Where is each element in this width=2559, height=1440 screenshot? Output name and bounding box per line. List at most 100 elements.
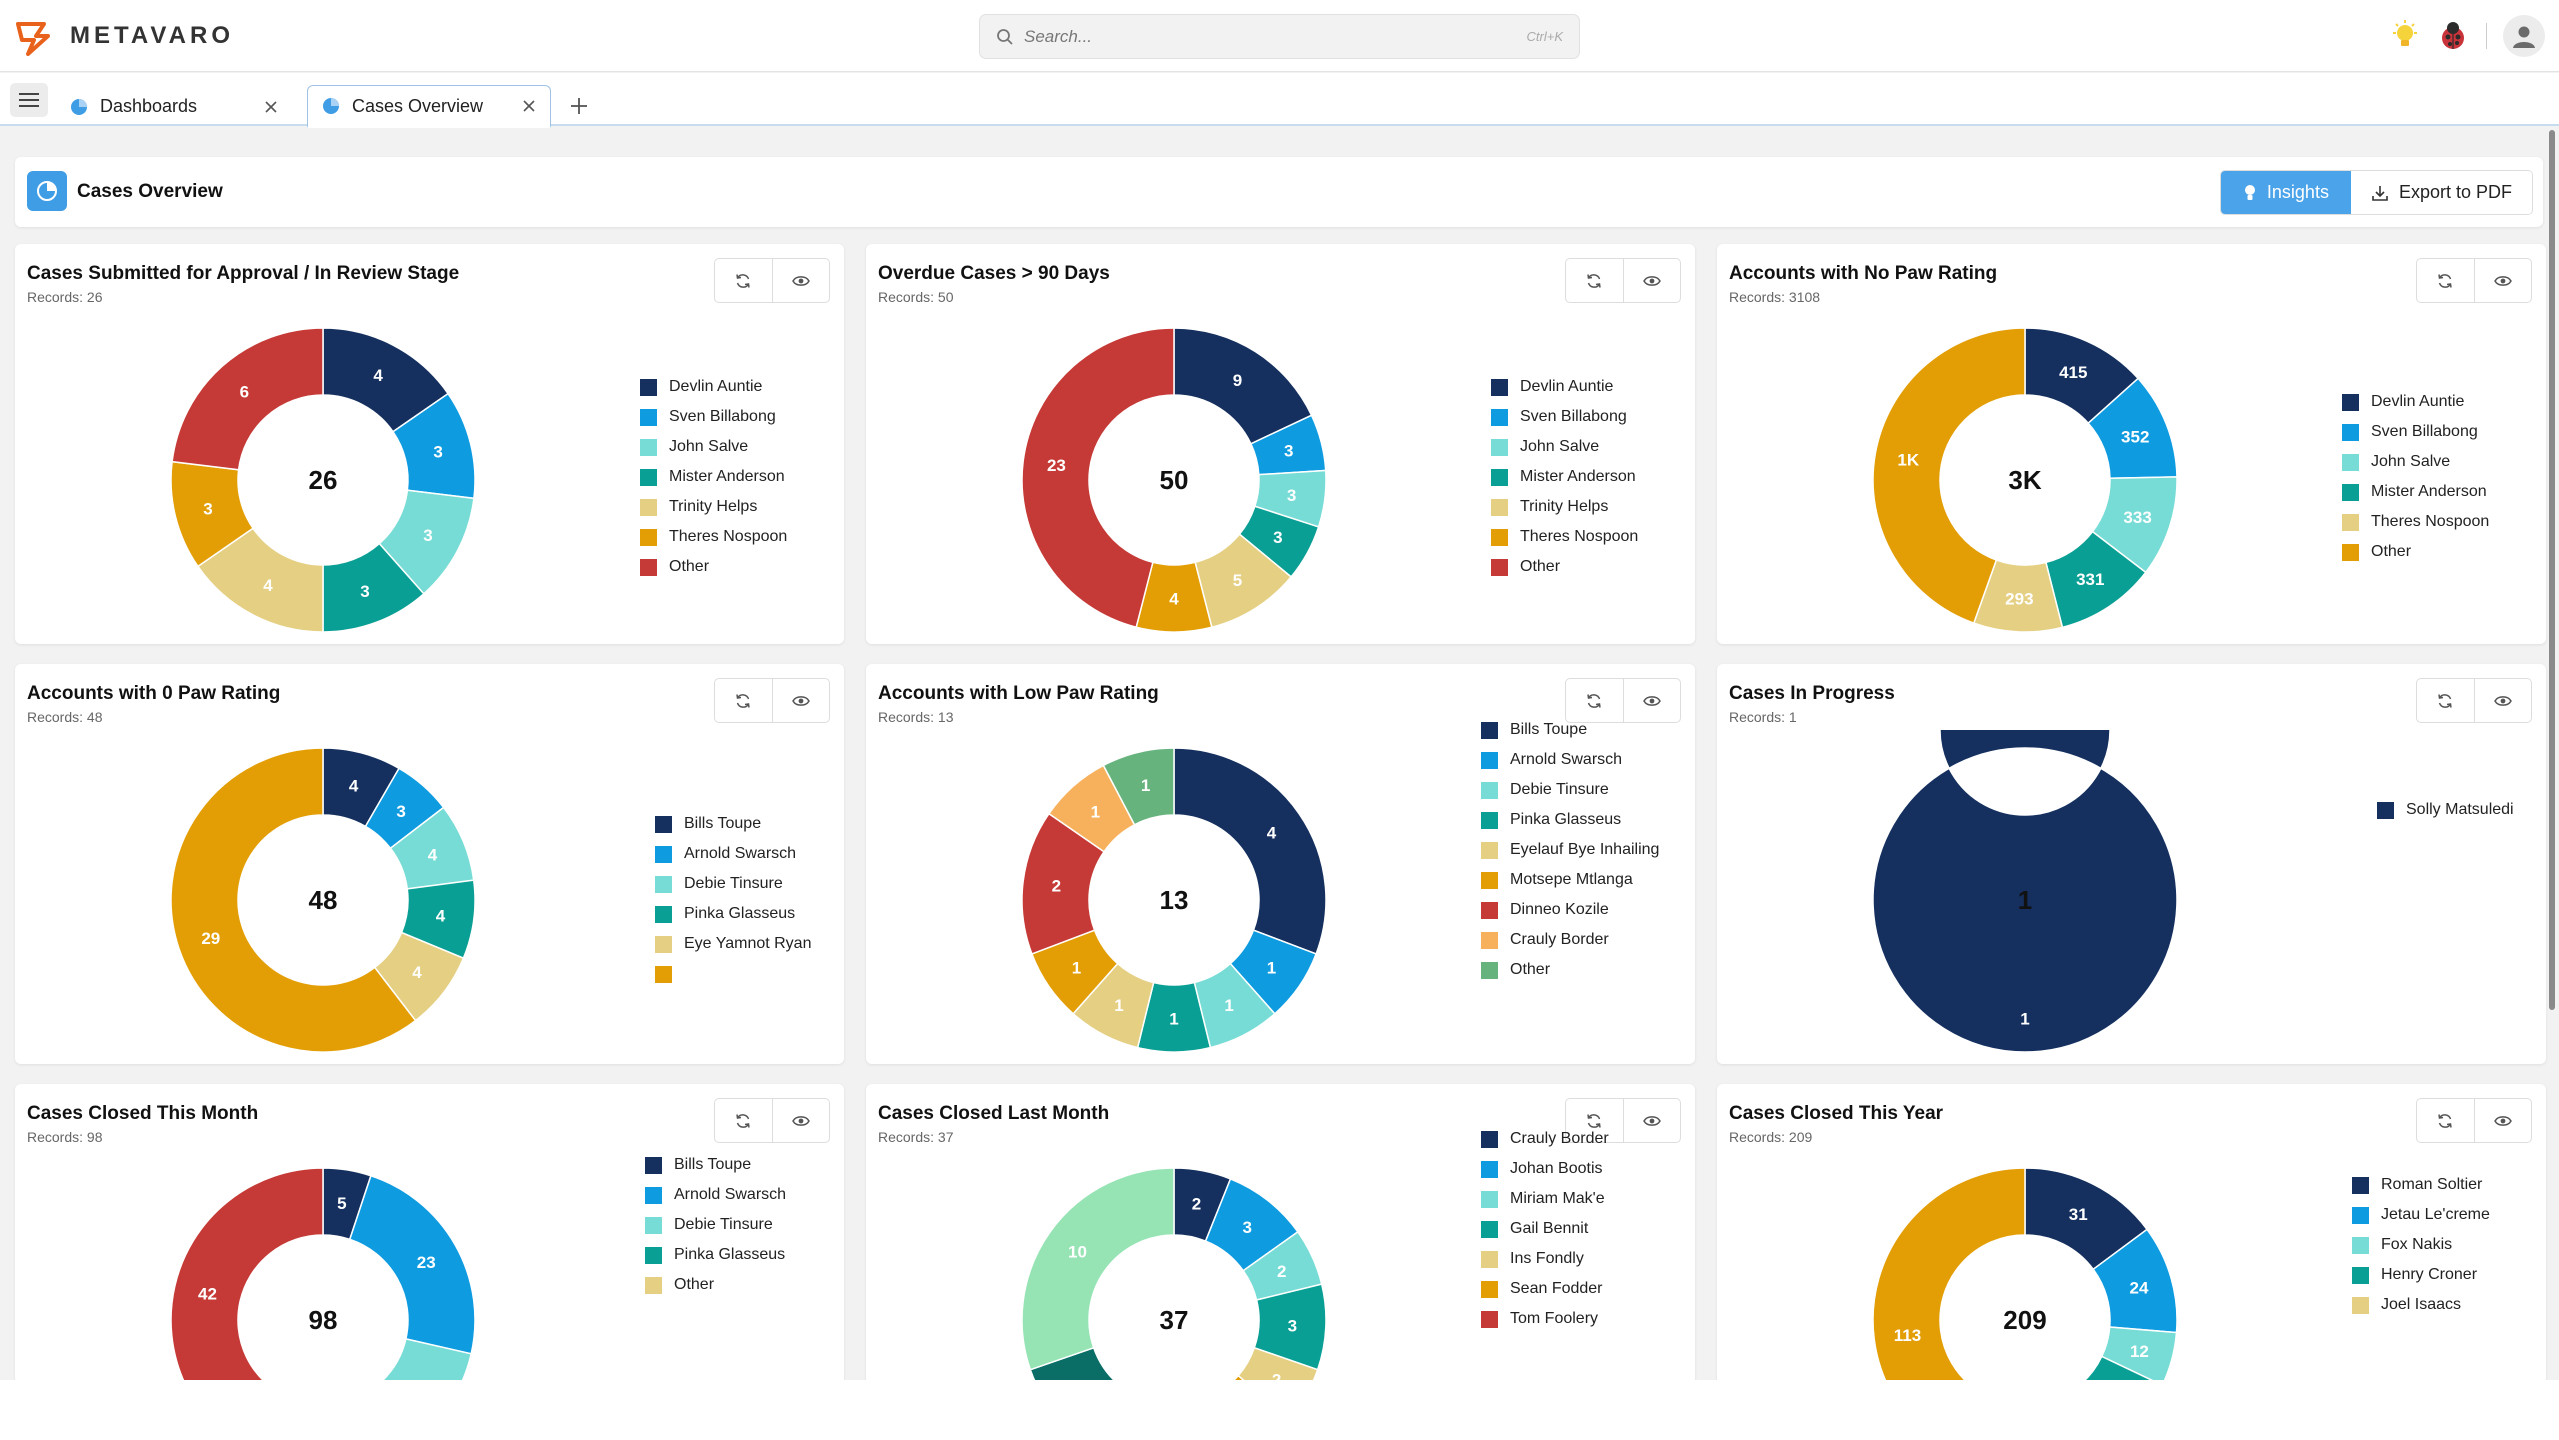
legend-item[interactable]: Arnold Swarsch [645, 1180, 786, 1210]
legend-item[interactable]: Trinity Helps [640, 492, 787, 522]
bug-icon[interactable] [2436, 20, 2470, 52]
donut-slice[interactable] [170, 1167, 324, 1384]
logo[interactable]: METAVARO [14, 14, 234, 58]
legend-item[interactable]: Eyelauf Bye Inhailing [1481, 835, 1659, 865]
legend-item[interactable]: Joel Isaacs [2352, 1290, 2490, 1320]
legend-item[interactable]: Crauly Border [1481, 925, 1659, 955]
donut-slice[interactable] [2078, 1355, 2162, 1384]
legend-item[interactable]: Tom Foolery [1481, 1304, 1609, 1334]
donut-slice[interactable] [1021, 327, 1175, 629]
refresh-button[interactable] [715, 679, 772, 722]
view-button[interactable] [771, 259, 830, 302]
legend-item[interactable]: Other [640, 552, 787, 582]
legend-item[interactable]: Trinity Helps [1491, 492, 1638, 522]
donut-slice[interactable] [348, 1174, 476, 1355]
donut-slice[interactable] [1872, 327, 2026, 625]
legend-item[interactable]: Fox Nakis [2352, 1230, 2490, 1260]
lightbulb-icon[interactable] [2390, 20, 2420, 52]
legend-item[interactable]: Mister Anderson [640, 462, 787, 492]
search-input[interactable] [1024, 26, 1527, 47]
refresh-button[interactable] [2417, 259, 2474, 302]
legend-item[interactable]: John Salve [2342, 447, 2489, 477]
legend-item[interactable] [655, 959, 811, 989]
legend-item[interactable]: Miriam Mak'e [1481, 1184, 1609, 1214]
scrollbar[interactable] [2549, 130, 2555, 1010]
legend-item[interactable]: Gail Bennit [1481, 1214, 1609, 1244]
legend-item[interactable]: Devlin Auntie [2342, 387, 2489, 417]
legend-item[interactable]: Pinka Glasseus [645, 1240, 786, 1270]
legend-item[interactable]: Sven Billabong [2342, 417, 2489, 447]
legend-item[interactable]: Pinka Glasseus [1481, 805, 1659, 835]
refresh-button[interactable] [2417, 679, 2474, 722]
legend-item[interactable]: Bills Toupe [655, 809, 811, 839]
legend-item[interactable]: Debie Tinsure [645, 1210, 786, 1240]
view-button[interactable] [1622, 259, 1681, 302]
legend-item[interactable]: Sean Fodder [1481, 1274, 1609, 1304]
legend-item[interactable]: Dinneo Kozile [1481, 895, 1659, 925]
legend-item[interactable]: Jetau Le'creme [2352, 1200, 2490, 1230]
legend-item[interactable]: Theres Nospoon [2342, 507, 2489, 537]
menu-button[interactable] [10, 83, 48, 117]
legend-item[interactable]: Motsepe Mtlanga [1481, 865, 1659, 895]
close-icon[interactable] [522, 99, 536, 113]
legend-item[interactable]: Bills Toupe [645, 1150, 786, 1180]
legend-item[interactable]: Arnold Swarsch [1481, 745, 1659, 775]
legend-item[interactable]: Arnold Swarsch [655, 839, 811, 869]
legend-item[interactable]: Eye Yamnot Ryan [655, 929, 811, 959]
close-icon[interactable] [264, 100, 278, 114]
legend-item[interactable]: Other [1481, 955, 1659, 985]
legend-item[interactable]: Debie Tinsure [1481, 775, 1659, 805]
legend-item[interactable]: Sven Billabong [640, 402, 787, 432]
view-button[interactable] [771, 679, 830, 722]
refresh-button[interactable] [1566, 1099, 1623, 1142]
donut-slice[interactable] [1872, 1167, 2063, 1384]
legend-item[interactable]: Mister Anderson [1491, 462, 1638, 492]
donut-slice[interactable] [170, 747, 417, 1053]
legend-item[interactable]: Devlin Auntie [640, 372, 787, 402]
legend-item[interactable]: Roman Soltier [2352, 1170, 2490, 1200]
view-button[interactable] [2473, 1099, 2532, 1142]
legend-item[interactable]: John Salve [640, 432, 787, 462]
refresh-button[interactable] [1566, 259, 1623, 302]
search-box[interactable]: Ctrl+K [979, 14, 1580, 59]
refresh-button[interactable] [715, 259, 772, 302]
legend-item[interactable]: Ins Fondly [1481, 1244, 1609, 1274]
donut-slice[interactable] [171, 327, 324, 471]
legend-item[interactable]: Crauly Border [1481, 1124, 1609, 1154]
legend-item[interactable]: Devlin Auntie [1491, 372, 1638, 402]
refresh-button[interactable] [715, 1099, 772, 1142]
legend-item[interactable]: Debie Tinsure [655, 869, 811, 899]
view-button[interactable] [2473, 679, 2532, 722]
view-button[interactable] [1622, 679, 1681, 722]
donut-slice[interactable] [1173, 747, 1327, 955]
legend-item[interactable]: Other [2342, 537, 2489, 567]
donut-slice[interactable] [1021, 1167, 1175, 1371]
legend-item[interactable]: Other [1491, 552, 1638, 582]
add-tab-button[interactable] [566, 93, 592, 119]
legend-item[interactable]: Theres Nospoon [640, 522, 787, 552]
user-avatar-button[interactable] [2503, 15, 2545, 57]
legend-item[interactable]: Sven Billabong [1491, 402, 1638, 432]
donut-slice[interactable] [1872, 730, 2178, 1053]
export-pdf-button[interactable]: Export to PDF [2350, 171, 2532, 214]
donut-slice[interactable] [1102, 747, 1175, 826]
legend-item[interactable]: Johan Bootis [1481, 1154, 1609, 1184]
donut-slice[interactable] [365, 1338, 473, 1384]
donut-slice[interactable] [2100, 1326, 2178, 1384]
legend-item[interactable]: John Salve [1491, 432, 1638, 462]
legend-item[interactable]: Theres Nospoon [1491, 522, 1638, 552]
legend-item[interactable]: Mister Anderson [2342, 477, 2489, 507]
legend-item[interactable]: Bills Toupe [1481, 715, 1659, 745]
donut-slice[interactable] [1237, 1346, 1319, 1384]
tab-cases-overview[interactable]: Cases Overview [307, 85, 551, 128]
refresh-button[interactable] [2417, 1099, 2474, 1142]
view-button[interactable] [2473, 259, 2532, 302]
view-button[interactable] [771, 1099, 830, 1142]
legend-item[interactable]: Henry Croner [2352, 1260, 2490, 1290]
insights-button[interactable]: Insights [2220, 171, 2351, 214]
tab-dashboards[interactable]: Dashboards [56, 85, 292, 128]
view-button[interactable] [1622, 1099, 1681, 1142]
legend-item[interactable]: Solly Matsuledi [2377, 795, 2514, 825]
legend-item[interactable]: Pinka Glasseus [655, 899, 811, 929]
refresh-button[interactable] [1566, 679, 1623, 722]
